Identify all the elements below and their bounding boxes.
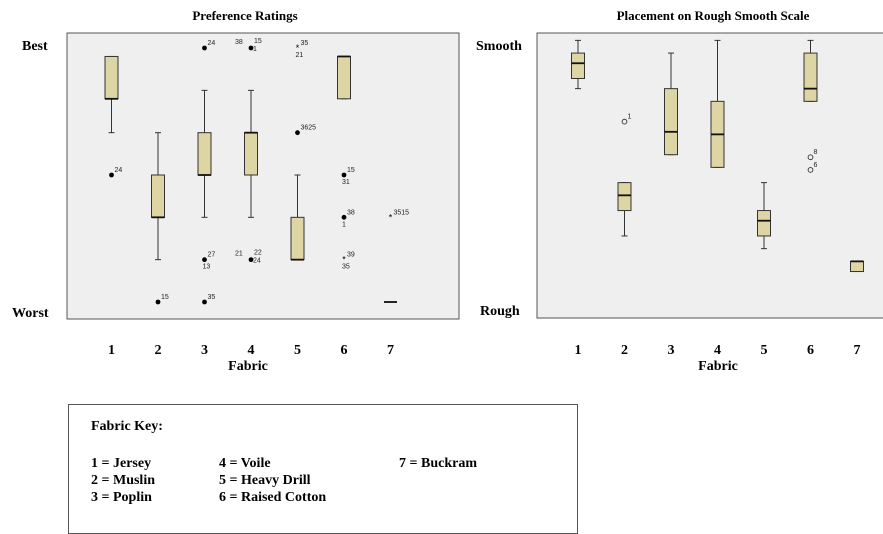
box-7 xyxy=(850,260,864,273)
outlier-label-6-10-1: 1 xyxy=(342,221,346,228)
outlier-point-1-0 xyxy=(109,172,114,178)
outlier-point-3-3 xyxy=(202,257,207,263)
outlier-label-4-5-0: 38 xyxy=(235,39,243,46)
fabric-key: Fabric Key: 1 = Jersey 2 = Muslin 3 = Po… xyxy=(68,404,578,534)
outlier-label-6-9-0: 15 xyxy=(347,167,355,174)
key-item-jersey: 1 = Jersey xyxy=(91,456,152,471)
key-item-poplin: 3 = Poplin xyxy=(91,490,152,505)
outlier-label-4-6-2: 24 xyxy=(253,258,261,265)
roughness-smooth-label: Smooth xyxy=(476,39,522,54)
key-item-muslin: 2 = Muslin xyxy=(91,473,155,488)
outlier-point-4-5 xyxy=(248,45,254,51)
x-tick-label-6: 6 xyxy=(341,343,348,358)
x-tick-label-3: 3 xyxy=(668,343,675,358)
outlier-label-6-11-1: 35 xyxy=(342,264,350,271)
preference-plot-area xyxy=(66,32,460,320)
x-tick-label-7: 7 xyxy=(387,343,394,358)
outlier-label-6-10-0: 38 xyxy=(347,209,355,216)
preference-best-label: Best xyxy=(22,39,48,54)
outlier-label-4-6-0: 21 xyxy=(235,251,243,258)
outlier-label-6-11-0: 39 xyxy=(347,252,355,259)
x-tick-label-4: 4 xyxy=(714,343,721,358)
box-5 xyxy=(757,210,771,237)
outlier-label-5-7-0: 35 xyxy=(301,40,309,47)
outlier-label-2-0-0: 1 xyxy=(628,114,632,121)
outlier-label-6-9-1: 31 xyxy=(342,179,350,186)
extreme-star-6-11: * xyxy=(342,255,346,265)
box-2 xyxy=(151,174,165,218)
x-tick-label-5: 5 xyxy=(294,343,301,358)
x-tick-label-2: 2 xyxy=(621,343,628,358)
key-item-heavy-drill: 5 = Heavy Drill xyxy=(219,473,311,488)
outlier-label-4-6-1: 22 xyxy=(254,250,262,257)
outlier-label-5-8-0: 3625 xyxy=(301,125,317,132)
roughness-rough-label: Rough xyxy=(480,304,520,319)
outlier-point-6-10 xyxy=(341,214,347,220)
outlier-point-6-9 xyxy=(341,172,347,178)
outlier-label-2-1-0: 15 xyxy=(161,294,169,301)
roughness-chart-title: Placement on Rough Smooth Scale xyxy=(617,8,810,23)
outlier-label-3-3-0: 27 xyxy=(208,252,216,259)
outlier-label-1-0-0: 24 xyxy=(115,167,123,174)
extreme-star-5-7: * xyxy=(296,43,300,53)
x-tick-label-2: 2 xyxy=(155,343,162,358)
box-1 xyxy=(571,52,585,79)
outlier-label-5-7-1: 21 xyxy=(296,52,304,59)
preference-worst-label: Worst xyxy=(12,306,49,321)
outlier-circle-2-0 xyxy=(621,118,628,125)
roughness-x-axis-title: Fabric xyxy=(698,359,738,374)
box-6 xyxy=(337,55,351,100)
fabric-key-title: Fabric Key: xyxy=(91,419,163,434)
outlier-circle-6-1 xyxy=(807,154,814,161)
box-3 xyxy=(664,88,678,156)
outlier-label-4-5-2: 1 xyxy=(253,46,257,53)
outlier-label-6-2-0: 6 xyxy=(814,162,818,169)
outlier-label-7-12-0: 3515 xyxy=(394,209,410,216)
x-tick-label-7: 7 xyxy=(854,343,861,358)
key-item-buckram: 7 = Buckram xyxy=(399,456,477,471)
x-tick-label-6: 6 xyxy=(807,343,814,358)
box-3 xyxy=(197,132,212,176)
outlier-circle-6-2 xyxy=(807,167,814,173)
box-2 xyxy=(617,182,632,212)
roughness-plot-area xyxy=(536,32,883,319)
outlier-label-3-4-0: 35 xyxy=(208,294,216,301)
key-item-voile: 4 = Voile xyxy=(219,456,271,471)
box-4 xyxy=(244,132,258,176)
x-tick-label-3: 3 xyxy=(201,343,208,358)
x-tick-label-1: 1 xyxy=(108,343,115,358)
box-5 xyxy=(290,216,305,261)
box-6 xyxy=(803,52,818,102)
outlier-point-3-4 xyxy=(202,299,207,305)
outlier-label-4-5-1: 15 xyxy=(254,38,262,45)
outlier-point-5-8 xyxy=(295,130,300,136)
x-tick-label-5: 5 xyxy=(761,343,768,358)
key-item-raised-cotton: 6 = Raised Cotton xyxy=(219,490,327,505)
x-tick-label-4: 4 xyxy=(248,343,255,358)
x-tick-label-1: 1 xyxy=(575,343,582,358)
outlier-point-3-2 xyxy=(202,45,207,51)
outlier-label-3-3-1: 13 xyxy=(203,264,211,271)
box-1 xyxy=(104,55,119,100)
outlier-label-3-2-0: 24 xyxy=(208,40,216,47)
outlier-label-6-1-0: 8 xyxy=(814,149,818,156)
outlier-point-2-1 xyxy=(155,299,161,305)
outlier-point-4-6 xyxy=(248,257,254,263)
preference-x-axis-title: Fabric xyxy=(228,359,268,374)
extreme-star-7-12: * xyxy=(389,212,393,222)
preference-chart-title: Preference Ratings xyxy=(192,8,297,23)
